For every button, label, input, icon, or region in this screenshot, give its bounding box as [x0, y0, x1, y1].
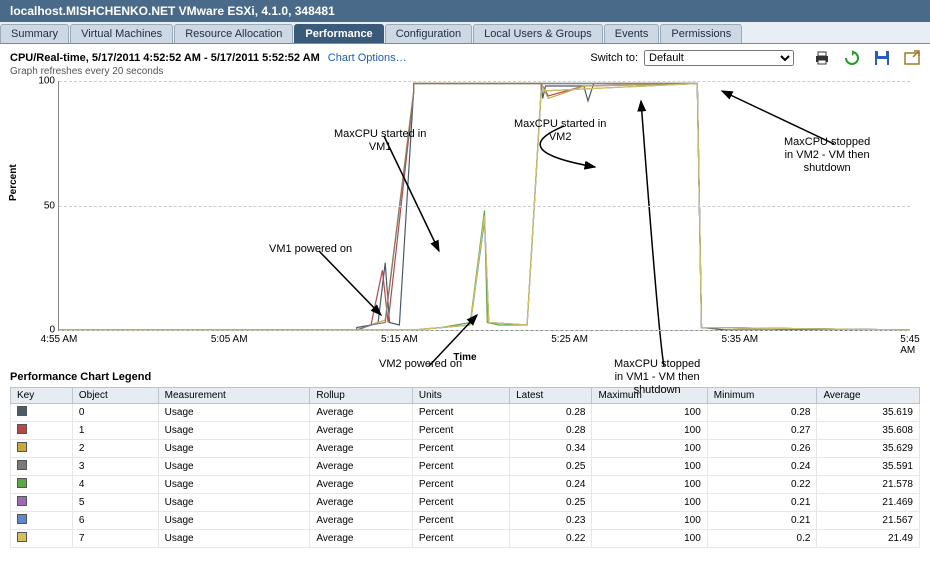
cpu-chart: Percent 0501004:55 AM5:05 AM5:15 AM5:25 … — [10, 81, 920, 361]
color-swatch — [17, 478, 27, 488]
export-icon[interactable] — [904, 50, 920, 66]
x-tick: 5:15 AM — [381, 334, 418, 345]
legend-col-header: Average — [817, 388, 920, 404]
x-tick: 5:25 AM — [551, 334, 588, 345]
chart-range-label: CPU/Real-time, 5/17/2011 4:52:52 AM - 5/… — [10, 52, 320, 64]
legend-col-header: Rollup — [310, 388, 413, 404]
x-tick: 5:05 AM — [211, 334, 248, 345]
legend-title: Performance Chart Legend — [0, 361, 930, 387]
legend-row[interactable]: 0UsageAveragePercent0.281000.2835.619 — [11, 404, 920, 422]
color-swatch — [17, 424, 27, 434]
legend-table: KeyObjectMeasurementRollupUnitsLatestMax… — [10, 387, 920, 548]
print-icon[interactable] — [814, 50, 830, 66]
x-axis-label: Time — [453, 352, 476, 363]
color-swatch — [17, 460, 27, 470]
tab-virtual-machines[interactable]: Virtual Machines — [70, 24, 173, 43]
tab-bar: SummaryVirtual MachinesResource Allocati… — [0, 22, 930, 44]
series-line — [59, 84, 910, 331]
series-line — [59, 84, 910, 331]
tab-resource-allocation[interactable]: Resource Allocation — [174, 24, 293, 43]
series-line — [59, 84, 910, 331]
series-line — [59, 84, 910, 331]
tab-summary[interactable]: Summary — [0, 24, 69, 43]
series-line — [59, 84, 910, 331]
tab-permissions[interactable]: Permissions — [660, 24, 742, 43]
x-tick: 5:35 AM — [721, 334, 758, 345]
tab-events[interactable]: Events — [604, 24, 660, 43]
save-icon[interactable] — [874, 50, 890, 66]
legend-col-header: Latest — [510, 388, 592, 404]
legend-row[interactable]: 1UsageAveragePercent0.281000.2735.608 — [11, 422, 920, 440]
color-swatch — [17, 442, 27, 452]
series-line — [59, 84, 910, 331]
y-tick: 50 — [44, 200, 55, 211]
x-tick: 5:45 AM — [900, 334, 919, 356]
refresh-note: Graph refreshes every 20 seconds — [0, 66, 930, 81]
x-tick: 4:55 AM — [41, 334, 78, 345]
color-swatch — [17, 532, 27, 542]
legend-col-header: Units — [412, 388, 509, 404]
tab-performance[interactable]: Performance — [294, 24, 383, 43]
legend-row[interactable]: 4UsageAveragePercent0.241000.2221.578 — [11, 476, 920, 494]
tab-configuration[interactable]: Configuration — [385, 24, 472, 43]
color-swatch — [17, 514, 27, 524]
chart-header: CPU/Real-time, 5/17/2011 4:52:52 AM - 5/… — [0, 44, 930, 66]
y-axis-label: Percent — [8, 164, 19, 201]
legend-row[interactable]: 3UsageAveragePercent0.251000.2435.591 — [11, 458, 920, 476]
legend-row[interactable]: 7UsageAveragePercent0.221000.221.49 — [11, 530, 920, 548]
legend-col-header: Minimum — [707, 388, 817, 404]
legend-col-header: Measurement — [158, 388, 310, 404]
legend-row[interactable]: 2UsageAveragePercent0.341000.2635.629 — [11, 440, 920, 458]
switch-to-label: Switch to: — [590, 52, 638, 64]
legend-col-header: Object — [72, 388, 158, 404]
color-swatch — [17, 496, 27, 506]
switch-to-select[interactable]: Default — [644, 50, 794, 66]
legend-row[interactable]: 6UsageAveragePercent0.231000.2121.567 — [11, 512, 920, 530]
series-line — [59, 84, 910, 331]
window-title: localhost.MISHCHENKO.NET VMware ESXi, 4.… — [0, 0, 930, 22]
legend-row[interactable]: 5UsageAveragePercent0.251000.2121.469 — [11, 494, 920, 512]
y-tick: 100 — [38, 76, 55, 87]
legend-col-header: Maximum — [592, 388, 707, 404]
refresh-icon[interactable] — [844, 50, 860, 66]
tab-local-users-groups[interactable]: Local Users & Groups — [473, 24, 603, 43]
chart-options-link[interactable]: Chart Options… — [328, 52, 407, 64]
legend-col-header: Key — [11, 388, 73, 404]
series-line — [59, 84, 910, 331]
color-swatch — [17, 406, 27, 416]
